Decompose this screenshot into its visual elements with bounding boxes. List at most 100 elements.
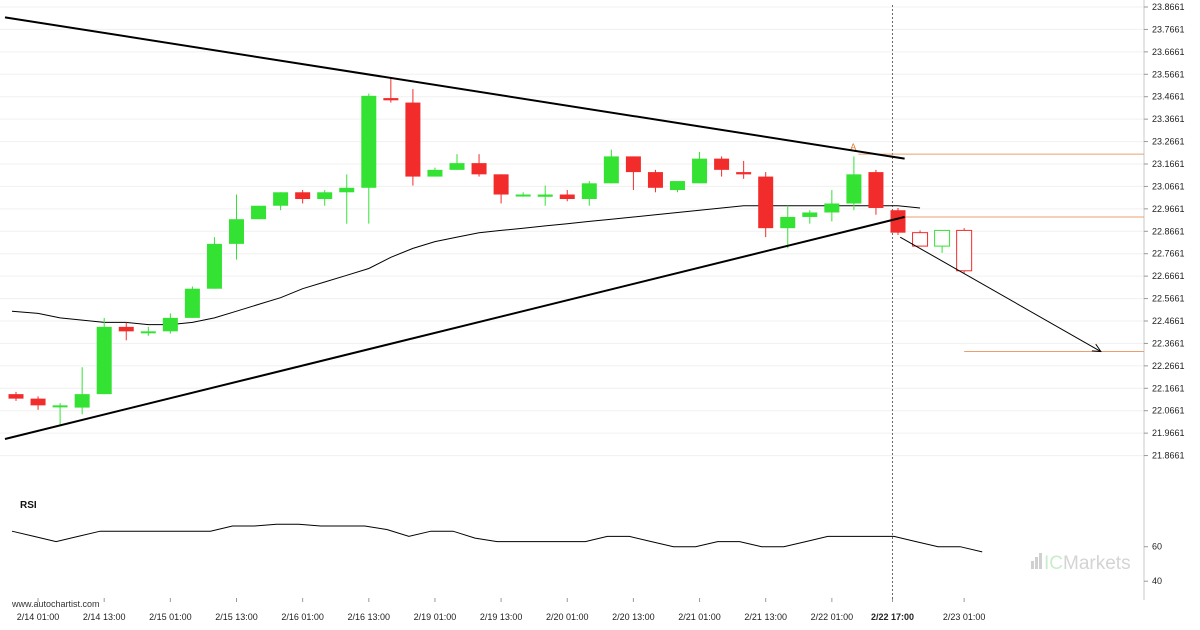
candle-body bbox=[295, 192, 311, 200]
candle bbox=[317, 190, 333, 206]
price-tick-label: 23.4661 bbox=[1152, 92, 1185, 102]
candle-body bbox=[736, 172, 752, 175]
candle-body bbox=[625, 156, 641, 173]
candle bbox=[162, 313, 178, 334]
logo-bar bbox=[1039, 553, 1042, 569]
candle bbox=[758, 172, 774, 238]
triangle-pattern bbox=[4, 16, 905, 440]
candle bbox=[736, 160, 752, 179]
candle-body bbox=[559, 194, 575, 200]
candle bbox=[140, 326, 156, 336]
candle-body bbox=[361, 95, 377, 188]
icmarkets-logo: IC Markets bbox=[1031, 553, 1131, 574]
source-watermark: www.autochartist.com bbox=[11, 599, 100, 609]
candle bbox=[956, 228, 973, 274]
price-tick-label: 23.5661 bbox=[1152, 69, 1185, 79]
candle-body bbox=[162, 317, 178, 332]
level-label: A bbox=[850, 142, 856, 152]
price-tick-label: 22.9661 bbox=[1152, 204, 1185, 214]
candle-body bbox=[317, 192, 333, 200]
candle-body bbox=[471, 163, 487, 175]
price-tick-label: 23.0661 bbox=[1152, 181, 1185, 191]
candle bbox=[537, 185, 553, 206]
price-tick-label: 21.8661 bbox=[1152, 451, 1185, 461]
candle bbox=[471, 154, 487, 177]
triangle-upper-line bbox=[4, 16, 905, 160]
time-tick-label: 2/21 13:00 bbox=[744, 612, 787, 622]
candle-body bbox=[714, 158, 730, 170]
candle bbox=[251, 205, 267, 220]
candle bbox=[52, 403, 68, 426]
candle-body bbox=[647, 172, 663, 188]
candle bbox=[868, 169, 884, 215]
candle-body bbox=[868, 172, 884, 208]
candle bbox=[74, 367, 90, 415]
price-tick-label: 23.3661 bbox=[1152, 114, 1185, 124]
candle-body bbox=[537, 194, 553, 197]
price-tick-label: 23.7661 bbox=[1152, 24, 1185, 34]
time-tick-label: 2/19 01:00 bbox=[414, 612, 457, 622]
candle bbox=[449, 154, 465, 170]
price-axis: 23.8661 23.7661 23.6661 23.5661 23.4661 23.36… bbox=[1144, 2, 1185, 461]
rsi-line bbox=[11, 523, 983, 553]
time-tick-label: 2/19 13:00 bbox=[480, 612, 523, 622]
candle bbox=[8, 391, 24, 401]
candle bbox=[714, 156, 730, 177]
candle bbox=[30, 396, 46, 410]
candle-body bbox=[8, 394, 24, 399]
time-tick-label: 2/23 01:00 bbox=[943, 612, 986, 622]
candle bbox=[647, 169, 663, 193]
candle bbox=[625, 156, 641, 191]
candle-body bbox=[670, 181, 685, 191]
candle bbox=[846, 156, 862, 211]
price-tick-label: 22.7661 bbox=[1152, 249, 1185, 259]
candle-body bbox=[383, 98, 399, 101]
candle bbox=[96, 317, 112, 395]
candle-body bbox=[405, 102, 421, 177]
candle-body bbox=[273, 192, 289, 206]
candle-body bbox=[890, 210, 906, 233]
candle-body bbox=[251, 205, 267, 220]
price-tick-label: 23.1661 bbox=[1152, 159, 1185, 169]
price-tick-label: 23.2661 bbox=[1152, 137, 1185, 147]
rsi-panel: RSI 60 40 bbox=[11, 500, 1162, 586]
time-tick-label: 2/14 13:00 bbox=[83, 612, 126, 622]
candle bbox=[890, 207, 906, 235]
candle-body bbox=[846, 174, 862, 204]
candle-body bbox=[339, 187, 355, 193]
forecast-arrow-head bbox=[1091, 343, 1102, 353]
time-tick-label: 2/16 01:00 bbox=[281, 612, 324, 622]
time-axis: 2/14 01:00 2/14 13:00 2/15 01:00 2/15 13:00… bbox=[17, 612, 986, 622]
candle-body bbox=[206, 243, 222, 289]
price-tick-label: 22.1661 bbox=[1152, 383, 1185, 393]
candle-body bbox=[956, 229, 973, 272]
time-tick-label: 2/15 01:00 bbox=[149, 612, 192, 622]
logo-bar bbox=[1031, 561, 1034, 569]
price-tick-label: 23.8661 bbox=[1152, 2, 1185, 12]
candle bbox=[339, 174, 355, 224]
brand-prefix: IC bbox=[1044, 553, 1063, 574]
time-tick-label: 2/22 17:00 bbox=[871, 612, 914, 622]
brand-name: Markets bbox=[1063, 553, 1131, 574]
price-tick-label: 22.6661 bbox=[1152, 271, 1185, 281]
candle bbox=[427, 167, 443, 177]
price-tick-label: 22.8661 bbox=[1152, 226, 1185, 236]
candle-body bbox=[449, 163, 465, 170]
time-tick-label: 2/20 01:00 bbox=[546, 612, 589, 622]
candle-body bbox=[427, 169, 443, 177]
time-tick-label: 2/20 13:00 bbox=[612, 612, 655, 622]
candle-body bbox=[229, 219, 244, 244]
candle-body bbox=[74, 394, 90, 408]
candle bbox=[405, 89, 421, 186]
candle-body bbox=[118, 326, 134, 332]
time-tick-label: 2/14 01:00 bbox=[17, 612, 60, 622]
candle bbox=[515, 192, 531, 197]
candle bbox=[912, 230, 929, 247]
time-tick-label: 2/21 01:00 bbox=[678, 612, 721, 622]
candle-body bbox=[934, 229, 951, 247]
candle bbox=[824, 190, 840, 222]
candle bbox=[273, 192, 289, 211]
price-levels: A bbox=[850, 142, 1144, 353]
candle-body bbox=[493, 174, 509, 195]
